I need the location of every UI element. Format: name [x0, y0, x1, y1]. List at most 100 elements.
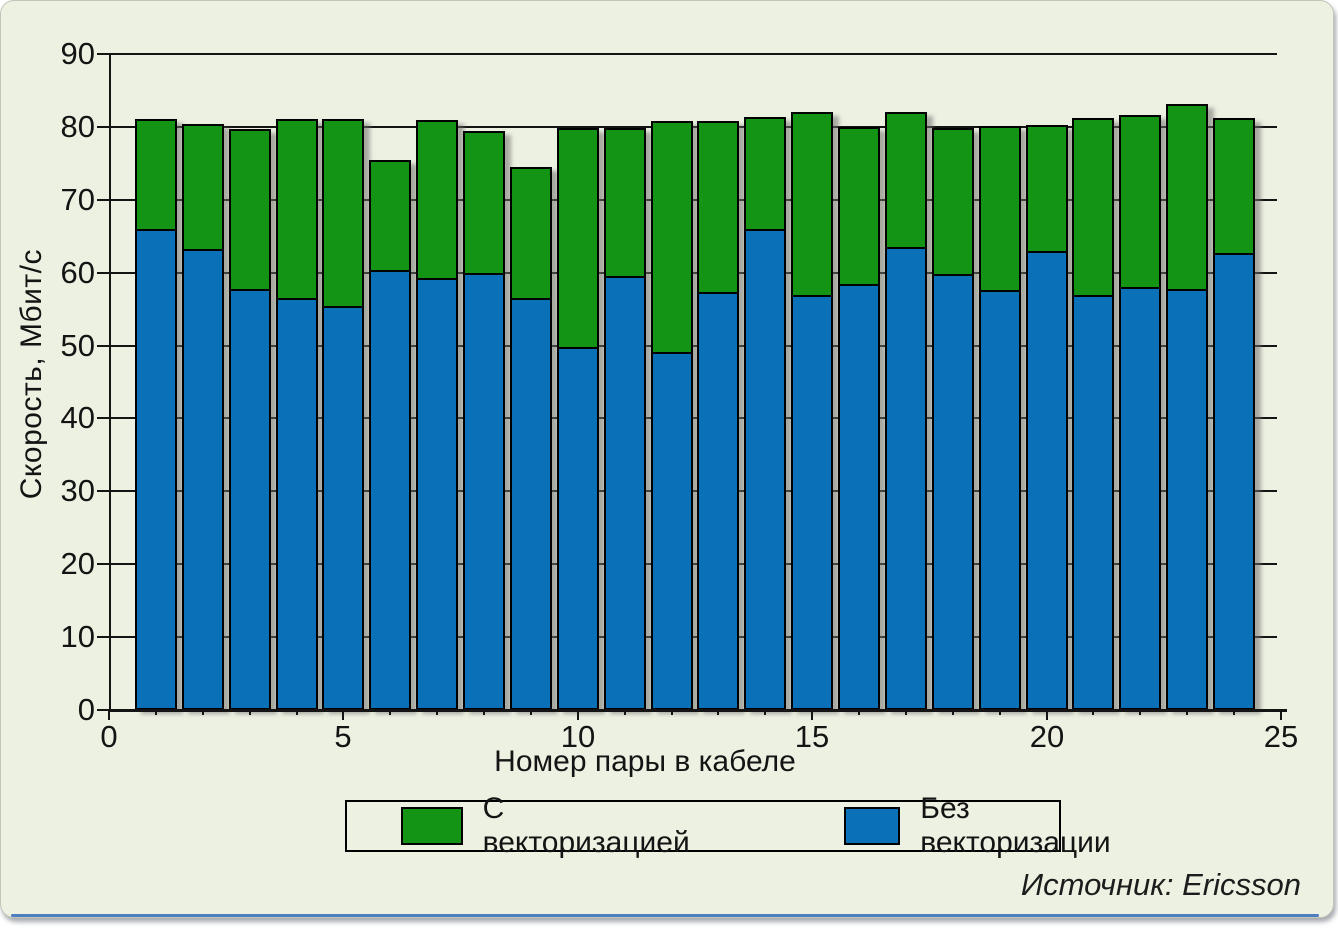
bar-without-vectorization-19 — [981, 290, 1019, 708]
bar-with-vectorization-5 — [322, 119, 364, 710]
x-axis-title: Номер пары в кабеле — [494, 745, 796, 778]
bar-with-vectorization-7 — [416, 120, 458, 710]
bar-without-vectorization-9 — [512, 298, 550, 708]
bar-with-vectorization-20 — [1026, 125, 1068, 710]
x-tick-15 — [811, 710, 813, 720]
gridline-y-20 — [109, 563, 1277, 565]
x-tick-9 — [530, 710, 532, 715]
y-tick-label-30: 30 — [60, 473, 95, 508]
x-tick-24 — [1233, 710, 1235, 715]
bar-with-vectorization-13 — [697, 121, 739, 710]
bar-with-vectorization-24 — [1213, 118, 1255, 710]
bar-without-vectorization-3 — [231, 289, 269, 708]
legend-label-with-vectorization: С векторизацией — [482, 792, 690, 859]
y-tick-10 — [97, 636, 109, 638]
bar-without-vectorization-24 — [1215, 253, 1253, 708]
legend-item-without-vectorization: Без векторизации — [844, 792, 1122, 860]
x-tick-label-15: 15 — [794, 719, 830, 754]
x-tick-20 — [1046, 710, 1048, 720]
y-tick-30 — [97, 490, 109, 492]
x-tick-10 — [577, 710, 579, 720]
y-tick-40 — [97, 417, 109, 419]
bar-with-vectorization-18 — [932, 128, 974, 710]
bar-with-vectorization-9 — [510, 167, 552, 710]
gridline-y-30 — [109, 490, 1277, 492]
x-tick-23 — [1186, 710, 1188, 715]
x-tick-14 — [764, 710, 766, 715]
bar-without-vectorization-2 — [184, 249, 222, 708]
legend-label-without-vectorization: Без векторизации — [920, 792, 1111, 859]
bar-with-vectorization-15 — [791, 112, 833, 710]
bar-without-vectorization-14 — [746, 229, 784, 708]
y-tick-80 — [97, 126, 109, 128]
bar-without-vectorization-7 — [418, 278, 456, 708]
bar-with-vectorization-17 — [885, 112, 927, 710]
gridline-y-70 — [109, 199, 1277, 201]
x-tick-label-5: 5 — [334, 719, 352, 754]
x-tick-5 — [342, 710, 344, 720]
bar-without-vectorization-22 — [1121, 287, 1159, 708]
bar-with-vectorization-2 — [182, 124, 224, 710]
bar-without-vectorization-8 — [465, 273, 503, 708]
x-tick-17 — [905, 710, 907, 715]
bar-with-vectorization-14 — [744, 117, 786, 710]
y-tick-label-20: 20 — [60, 546, 95, 581]
x-tick-label-10: 10 — [560, 719, 596, 754]
bar-without-vectorization-11 — [606, 276, 644, 708]
x-tick-8 — [483, 710, 485, 715]
bar-with-vectorization-21 — [1072, 118, 1114, 710]
bar-without-vectorization-15 — [793, 295, 831, 708]
bar-without-vectorization-1 — [137, 229, 175, 708]
bottom-accent-strip — [11, 914, 1319, 917]
y-tick-label-0: 0 — [77, 692, 95, 727]
bar-with-vectorization-12 — [651, 121, 693, 710]
legend: С векторизацией Без векторизации — [345, 792, 1111, 859]
x-tick-25 — [1280, 710, 1282, 720]
x-axis-line — [109, 709, 1287, 712]
x-tick-22 — [1139, 710, 1141, 715]
y-tick-0 — [97, 709, 109, 711]
gridline-y-80 — [109, 126, 1277, 128]
x-tick-0 — [108, 710, 110, 720]
bar-without-vectorization-18 — [934, 274, 972, 708]
x-tick-3 — [249, 710, 251, 715]
x-tick-label-0: 0 — [100, 719, 118, 754]
y-tick-60 — [97, 272, 109, 274]
bar-without-vectorization-10 — [559, 347, 597, 708]
y-tick-20 — [97, 563, 109, 565]
y-tick-label-60: 60 — [60, 255, 95, 290]
y-tick-label-80: 80 — [60, 109, 95, 144]
bar-with-vectorization-11 — [604, 128, 646, 710]
gridline-y-40 — [109, 417, 1277, 419]
x-tick-1 — [155, 710, 157, 715]
x-tick-11 — [624, 710, 626, 715]
bar-without-vectorization-16 — [840, 284, 878, 708]
bar-without-vectorization-6 — [371, 270, 409, 708]
y-tick-label-40: 40 — [60, 400, 95, 435]
bar-without-vectorization-12 — [653, 352, 691, 708]
y-tick-70 — [97, 199, 109, 201]
bar-without-vectorization-20 — [1028, 251, 1066, 708]
bar-without-vectorization-5 — [324, 306, 362, 708]
legend-swatch-green — [401, 807, 463, 845]
gridline-y-90 — [109, 53, 1277, 55]
bar-without-vectorization-23 — [1168, 289, 1206, 708]
bar-with-vectorization-3 — [229, 129, 271, 710]
gridline-y-60 — [109, 272, 1277, 274]
bar-with-vectorization-10 — [557, 128, 599, 710]
y-tick-label-10: 10 — [60, 619, 95, 654]
bar-with-vectorization-23 — [1166, 104, 1208, 710]
bar-without-vectorization-17 — [887, 247, 925, 708]
x-tick-19 — [999, 710, 1001, 715]
x-tick-18 — [952, 710, 954, 715]
x-tick-label-25: 25 — [1263, 719, 1299, 754]
x-tick-7 — [436, 710, 438, 715]
bar-with-vectorization-8 — [463, 131, 505, 710]
y-tick-90 — [97, 53, 109, 55]
x-tick-21 — [1092, 710, 1094, 715]
x-tick-6 — [389, 710, 391, 715]
bar-with-vectorization-19 — [979, 126, 1021, 710]
bar-with-vectorization-6 — [369, 160, 411, 710]
y-axis-line — [109, 54, 111, 710]
bar-with-vectorization-4 — [276, 119, 318, 710]
